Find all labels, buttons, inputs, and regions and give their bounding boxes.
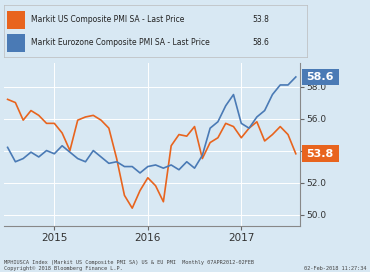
Text: Markit Eurozone Composite PMI SA - Last Price: Markit Eurozone Composite PMI SA - Last …: [31, 38, 210, 47]
Text: 53.8: 53.8: [306, 149, 334, 159]
FancyBboxPatch shape: [7, 11, 25, 29]
Text: Markit US Composite PMI SA - Last Price: Markit US Composite PMI SA - Last Price: [31, 15, 184, 24]
Text: 02-Feb-2018 11:27:34: 02-Feb-2018 11:27:34: [304, 266, 366, 271]
Text: 58.6: 58.6: [252, 38, 269, 47]
FancyBboxPatch shape: [7, 34, 25, 52]
Text: 53.8: 53.8: [252, 15, 269, 24]
Text: MPHIUSCA Index (Markit US Composite PMI SA) US & EU PMI  Monthly 07APR2012-02FEB: MPHIUSCA Index (Markit US Composite PMI …: [4, 260, 254, 271]
Text: 58.6: 58.6: [306, 72, 334, 82]
